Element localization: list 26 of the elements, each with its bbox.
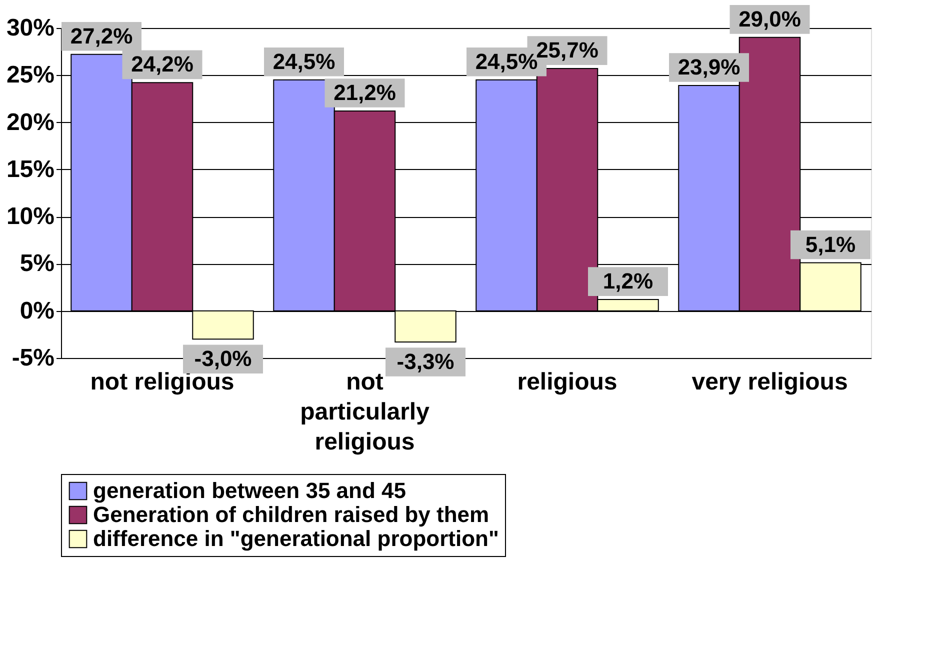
y-tick-label: 15% [6,156,54,183]
y-tick-label: 0% [20,297,54,324]
data-label: 1,2% [602,268,654,294]
data-label: 25,7% [536,38,598,63]
data-label: -3,0% [194,346,252,372]
y-tick-label: 30% [6,14,54,42]
legend-label: difference in "generational proportion" [93,526,499,551]
y-tick-label: 20% [6,108,54,136]
data-label: 24,2% [131,52,194,77]
data-label: 29,0% [738,6,801,32]
x-tick-label: religious [517,368,618,396]
legend-label: Generation of children raised by them [93,502,490,527]
data-label: -3,3% [396,348,454,374]
y-tick-label: 25% [6,62,54,89]
data-label: 27,2% [70,23,133,48]
data-label: 5,1% [805,232,856,257]
x-tick-label: very religious [692,368,848,396]
data-label: 24,5% [272,48,336,74]
x-tick-label: not religious [90,368,234,396]
y-tick-label: 10% [6,203,54,230]
legend-label: generation between 35 and 45 [93,478,406,503]
data-label: 24,5% [475,48,538,74]
data-label: 21,2% [334,80,396,105]
y-tick-label: -5% [12,344,54,372]
y-tick-label: 5% [20,250,54,278]
data-label: 23,9% [678,54,740,80]
